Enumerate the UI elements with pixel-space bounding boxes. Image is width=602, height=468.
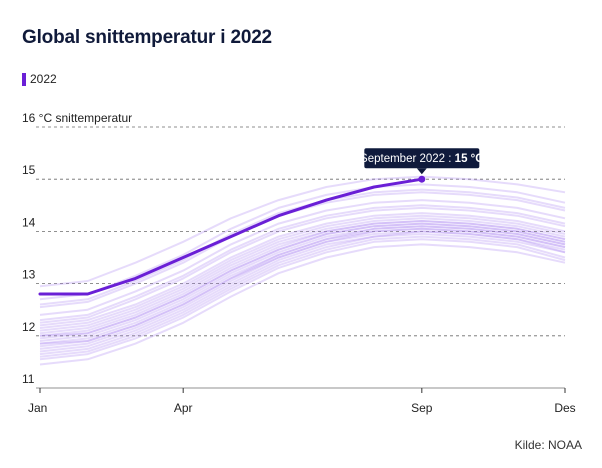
background-series-line [39,220,566,335]
annotation-box [364,148,480,169]
y-tick-label: 11 [22,372,35,386]
background-series-line [39,204,566,322]
x-tick-label: Jan [28,401,47,415]
background-series-line [39,233,566,353]
background-series-line [39,230,566,348]
background-series-line [39,220,566,337]
background-series-line [39,212,566,327]
chart-title: Global snittemperatur i 2022 [22,27,272,48]
background-series-line [39,238,566,361]
legend-swatch [22,72,26,86]
background-series-line [39,183,566,301]
x-tick-label: Sep [411,401,433,415]
annotation-label: September 2022 : 15 °C [360,153,484,165]
x-tick-label: Apr [174,401,193,415]
background-series-line [39,222,566,337]
y-tick-label: 13 [22,268,36,282]
background-series-line [39,217,566,332]
series-2022-line [38,177,424,296]
background-series-line [39,225,566,342]
background-series-line [39,235,566,358]
background-series-line [39,230,566,356]
annotation-point [418,175,426,183]
background-series-line [39,175,566,288]
background-series-line [39,214,566,329]
background-series-line [39,222,566,340]
background-series-line [39,199,566,316]
source-credit: Kilde: NOAA [514,438,582,452]
y-tick-label: 15 [22,163,36,177]
legend: 2022 [22,72,57,86]
y-tick-label: 12 [22,320,36,334]
legend-label: 2022 [30,72,57,86]
background-series-line [39,225,566,345]
background-series-line [39,243,566,366]
background-series-line [39,206,566,324]
x-tick-label: Des [554,401,575,415]
background-series-line [39,227,566,345]
annotation-pointer [416,168,427,175]
background-series-line [39,227,566,350]
y-tick-label: 14 [22,215,36,229]
y-tick-label: 16 °C snittemperatur [22,111,132,125]
